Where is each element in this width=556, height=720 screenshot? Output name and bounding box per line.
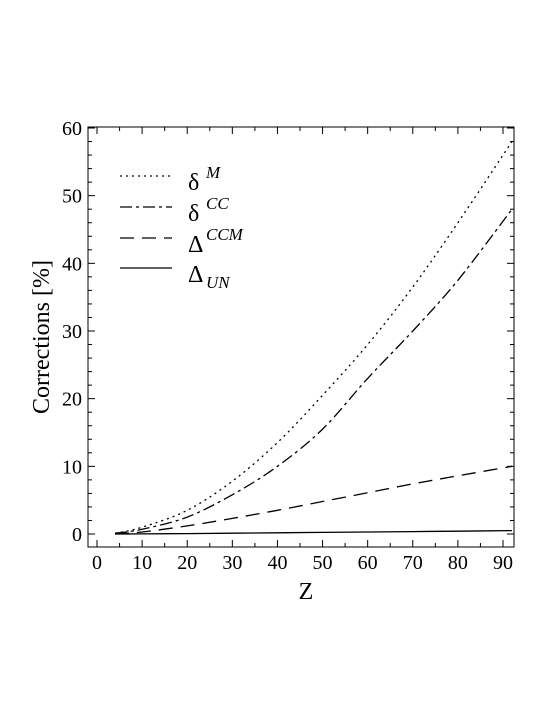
legend-label: Δ [188, 232, 203, 258]
x-tick-label: 20 [177, 552, 197, 574]
legend-label-subscript: UN [206, 273, 231, 292]
legend-label-superscript: CC [206, 194, 229, 213]
x-tick-label: 40 [267, 552, 287, 574]
legend-label: δ [188, 201, 199, 227]
x-tick-label: 10 [132, 552, 152, 574]
x-axis: 0 10 20 30 40 50 60 70 80 90 [92, 127, 513, 574]
series-line-solid [114, 529, 513, 535]
series-line-dashed [114, 465, 513, 535]
plot-frame [87, 126, 515, 548]
y-axis-title: Corrections [%] [29, 260, 55, 414]
y-tick-label: 10 [62, 456, 82, 478]
series-lines [114, 141, 513, 535]
x-tick-label: 0 [92, 552, 102, 574]
y-tick-label: 0 [72, 524, 82, 546]
y-axis: 0 10 20 30 40 50 60 [62, 118, 514, 546]
series-line-dotted [114, 141, 513, 534]
x-tick-label: 80 [448, 552, 468, 574]
y-tick-label: 50 [62, 186, 82, 208]
y-tick-label: 20 [62, 389, 82, 411]
y-tick-label: 40 [62, 253, 82, 275]
x-tick-label: 90 [493, 552, 513, 574]
legend-label-superscript: CCM [206, 225, 244, 244]
y-tick-label: 30 [62, 321, 82, 343]
series-line-dashdot [114, 208, 513, 534]
legend-label: Δ [188, 262, 203, 288]
x-tick-label: 60 [358, 552, 378, 574]
x-axis-title: Z [299, 579, 314, 605]
x-tick-label: 70 [403, 552, 423, 574]
y-tick-label: 60 [62, 118, 82, 140]
legend-label: δ [188, 170, 199, 196]
legend-label-superscript: M [205, 163, 221, 182]
x-tick-label: 50 [313, 552, 333, 574]
x-tick-label: 30 [222, 552, 242, 574]
